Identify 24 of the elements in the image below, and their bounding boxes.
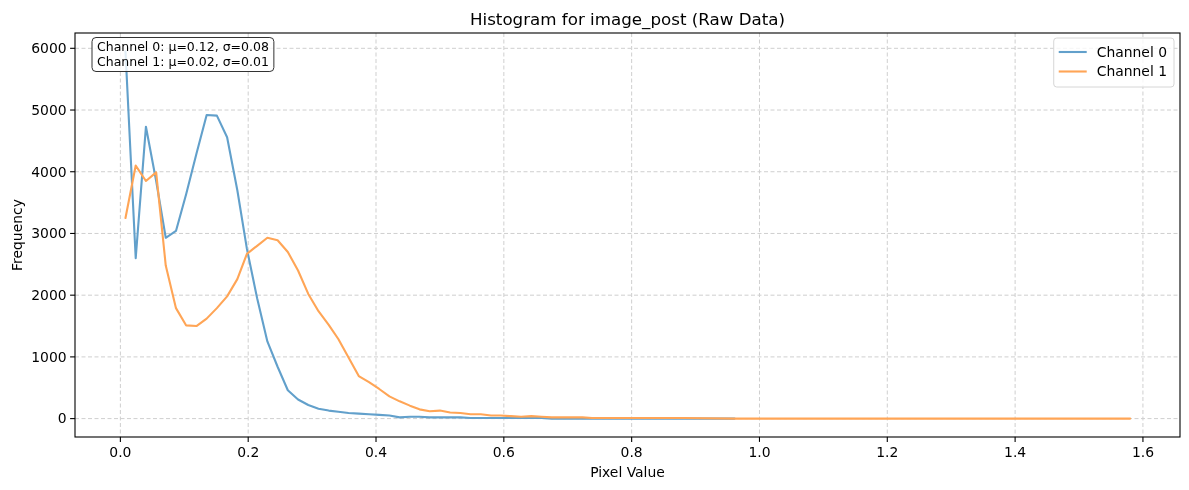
x-tick-label: 0.4 (364, 444, 388, 460)
x-tick-label: 0.2 (237, 444, 260, 460)
y-tick-label: 1000 (31, 348, 67, 365)
x-tick-label: 1.6 (1131, 444, 1154, 460)
y-axis-title: Frequency (9, 199, 25, 271)
line-series (124, 164, 1132, 420)
y-tick-label: 5000 (31, 101, 67, 118)
annotation: Channel 1: μ=0.02, σ=0.01 (97, 53, 269, 69)
legend-label: Channel 1 (1096, 63, 1167, 80)
legend-label: Channel 0 (1096, 43, 1167, 60)
annotation: Channel 0: μ=0.12, σ=0.08 (97, 38, 269, 54)
y-tick-label: 2000 (31, 287, 67, 304)
x-tick-label: 1.2 (876, 444, 899, 460)
x-tick-label: 0.8 (620, 444, 643, 460)
x-axis-title: Pixel Value (590, 464, 665, 480)
y-tick-label: 0 (57, 410, 67, 427)
x-tick-label: 1.4 (1004, 444, 1027, 460)
x-tick-label: 1.0 (748, 444, 771, 460)
x-tick-label: 0.6 (492, 444, 515, 460)
y-tick-label: 6000 (31, 40, 67, 57)
y-tick-label: 4000 (31, 163, 67, 180)
y-tick-label: 3000 (31, 225, 67, 242)
chart-title: Histogram for image_post (Raw Data) (469, 9, 786, 30)
x-tick-label: 0.0 (109, 444, 132, 460)
